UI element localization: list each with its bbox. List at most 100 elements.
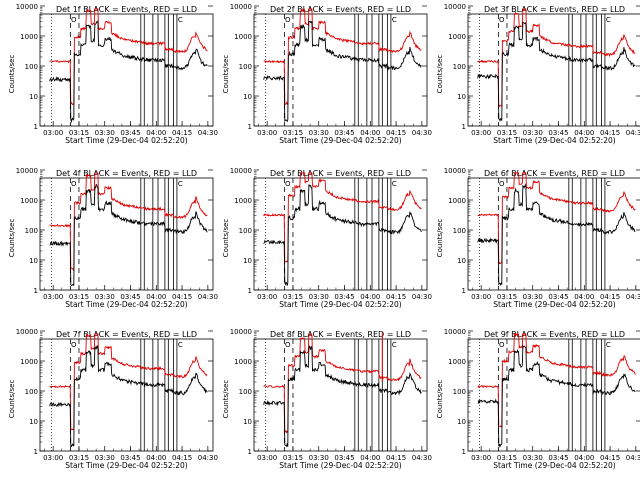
y-tick-label: 100 [25, 63, 38, 71]
x-tick-label: 03:45 [120, 129, 140, 137]
y-tick-label: 1 [248, 448, 252, 456]
series-events-line [49, 20, 208, 124]
x-axis-label: Start Time (29-Dec-04 02:52:20) [279, 300, 401, 309]
y-tick-label: 1 [34, 287, 38, 295]
chart-panel-det1: Det 1f BLACK = Events, RED = LLD 1 10 100 10… [8, 3, 218, 145]
x-tick-label: 03:45 [548, 129, 568, 137]
top-label-c: C [392, 341, 397, 349]
chart-panel-det6: Det 6f BLACK = Events, RED = LLD 1 10 100 10… [436, 167, 640, 309]
y-axis-label: Counts/sec [8, 380, 16, 419]
y-axis-label: Counts/sec [436, 219, 444, 258]
x-tick-label: 04:30 [412, 129, 432, 137]
x-tick-label: 04:15 [172, 293, 192, 301]
y-tick-label: 1 [248, 287, 252, 295]
series-lld-line [477, 172, 636, 265]
panel-title: Det 6f BLACK = Events, RED = LLD [484, 169, 625, 178]
series-events-line [477, 183, 636, 287]
y-tick-label: 1 [462, 123, 466, 131]
top-label-c: C [606, 16, 611, 24]
x-tick-label: 03:45 [120, 293, 140, 301]
x-tick-label: 04:00 [146, 293, 166, 301]
x-tick-label: 04:15 [386, 454, 406, 462]
x-axis-label: Start Time (29-Dec-04 02:52:20) [493, 461, 615, 470]
x-tick-label: 03:30 [523, 293, 543, 301]
x-tick-label: 03:30 [309, 293, 329, 301]
y-tick-label: 1000 [234, 197, 252, 205]
chart-panel-det2: Det 2f BLACK = Events, RED = LLD 1 10 100 10… [222, 3, 432, 145]
x-tick-label: 03:15 [69, 293, 89, 301]
y-tick-label: 1000 [234, 358, 252, 366]
chart-panel-det5: Det 5f BLACK = Events, RED = LLD 1 10 100 10… [222, 167, 432, 309]
x-tick-label: 03:45 [334, 129, 354, 137]
y-axis-label: Counts/sec [222, 219, 230, 258]
y-tick-label: 10 [243, 418, 252, 426]
x-tick-label: 04:30 [198, 293, 218, 301]
y-tick-label: 10000 [16, 3, 38, 11]
plot-frame [39, 177, 214, 291]
x-tick-label: 03:45 [120, 454, 140, 462]
top-label-c: C [178, 341, 183, 349]
x-axis-label: Start Time (29-Dec-04 02:52:20) [279, 461, 401, 470]
x-axis-label: Start Time (29-Dec-04 02:52:20) [493, 300, 615, 309]
y-tick-label: 10 [457, 418, 466, 426]
x-tick-label: 03:00 [43, 454, 63, 462]
x-tick-label: 03:15 [69, 129, 89, 137]
x-tick-label: 03:15 [283, 129, 303, 137]
panel-title: Det 5f BLACK = Events, RED = LLD [270, 169, 411, 178]
panel-title: Det 1f BLACK = Events, RED = LLD [56, 5, 197, 14]
x-tick-label: 04:00 [360, 293, 380, 301]
plot-frame [253, 13, 428, 127]
x-tick-label: 03:15 [497, 129, 517, 137]
panel-title: Det 7f BLACK = Events, RED = LLD [56, 330, 197, 339]
plot-frame [467, 338, 640, 452]
series-lld-line [49, 172, 208, 271]
x-tick-label: 03:15 [69, 454, 89, 462]
y-tick-label: 10000 [230, 3, 252, 11]
plot-frame [253, 177, 428, 291]
series-lld-line [263, 7, 422, 105]
y-tick-label: 10000 [16, 328, 38, 336]
x-tick-label: 03:30 [309, 129, 329, 137]
series-events-line [477, 21, 636, 122]
top-label-o: O [71, 341, 77, 349]
y-tick-label: 10000 [444, 328, 466, 336]
x-axis-label: Start Time (29-Dec-04 02:52:20) [65, 136, 187, 145]
y-tick-label: 1000 [20, 33, 38, 41]
chart-panel-det7: Det 7f BLACK = Events, RED = LLD 1 10 100 10… [8, 328, 218, 470]
y-tick-label: 1000 [448, 197, 466, 205]
y-tick-label: 100 [25, 227, 38, 235]
series-events-line [263, 20, 422, 123]
x-tick-label: 04:30 [198, 129, 218, 137]
y-tick-label: 10000 [444, 167, 466, 175]
y-tick-label: 10000 [230, 328, 252, 336]
y-axis-label: Counts/sec [436, 55, 444, 94]
y-tick-label: 100 [453, 388, 466, 396]
top-label-c: C [606, 180, 611, 188]
panel-title: Det 3f BLACK = Events, RED = LLD [484, 5, 625, 14]
x-tick-label: 03:15 [283, 293, 303, 301]
y-tick-label: 1000 [234, 33, 252, 41]
plot-frame [39, 338, 214, 452]
top-label-o: O [71, 180, 77, 188]
top-label-o: O [285, 180, 291, 188]
x-axis-label: Start Time (29-Dec-04 02:52:20) [493, 136, 615, 145]
panel-title: Det 9f BLACK = Events, RED = LLD [484, 330, 625, 339]
x-tick-label: 04:00 [360, 454, 380, 462]
top-label-o: O [499, 16, 505, 24]
x-tick-label: 04:15 [600, 129, 620, 137]
plot-frame [467, 177, 640, 291]
y-tick-label: 10 [457, 93, 466, 101]
x-tick-label: 03:00 [43, 129, 63, 137]
y-axis-label: Counts/sec [8, 55, 16, 94]
top-label-o: O [285, 16, 291, 24]
chart-panel-det3: Det 3f BLACK = Events, RED = LLD 1 10 100 10… [436, 3, 640, 145]
x-tick-label: 04:15 [386, 129, 406, 137]
y-tick-label: 1 [248, 123, 252, 131]
series-events-line [49, 184, 208, 286]
x-tick-label: 04:00 [574, 129, 594, 137]
x-tick-label: 04:15 [386, 293, 406, 301]
x-tick-label: 04:00 [146, 129, 166, 137]
y-tick-label: 100 [239, 388, 252, 396]
x-tick-label: 03:45 [548, 293, 568, 301]
series-lld-line [477, 8, 636, 109]
